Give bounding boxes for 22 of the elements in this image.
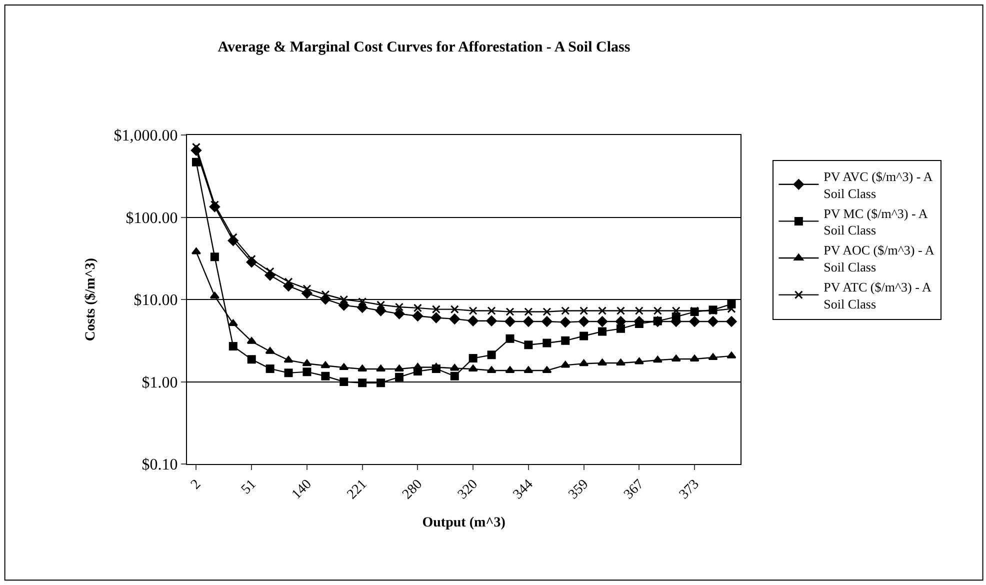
x-tick-label: 51 <box>238 476 260 498</box>
y-tick-label: $1,000.00 <box>114 128 178 145</box>
legend-label: PV MC ($/m^3) - A Soil Class <box>824 206 928 238</box>
x-axis-title: Output (m^3) <box>422 516 506 531</box>
legend-label: PV AOC ($/m^3) - A Soil Class <box>824 242 935 275</box>
x-tick-label: 359 <box>566 476 592 502</box>
y-axis-title: Costs ($/m^3) <box>83 258 98 342</box>
legend-label: PV ATC ($/m^3) - A Soil Class <box>824 279 932 312</box>
y-tick-label: $1.00 <box>142 374 178 392</box>
x-tick-label: 221 <box>344 476 370 502</box>
x-tick-label: 367 <box>622 476 647 502</box>
y-tick-label: $10.00 <box>134 292 178 310</box>
chart-title: Average & Marginal Cost Curves for Afforestation - A Soil Class <box>218 39 630 56</box>
x-tick-label: 280 <box>400 476 426 502</box>
y-tick-label: $0.10 <box>142 456 178 474</box>
x-tick-label: 140 <box>289 476 315 502</box>
x-tick-label: 344 <box>510 476 536 502</box>
y-tick-label: $100.00 <box>126 210 178 227</box>
x-tick-label: 2 <box>188 476 204 493</box>
x-tick-label: 320 <box>455 476 481 502</box>
legend-label: PV AVC ($/m^3) - A Soil Class <box>824 169 934 201</box>
x-tick-label: 373 <box>676 476 702 502</box>
